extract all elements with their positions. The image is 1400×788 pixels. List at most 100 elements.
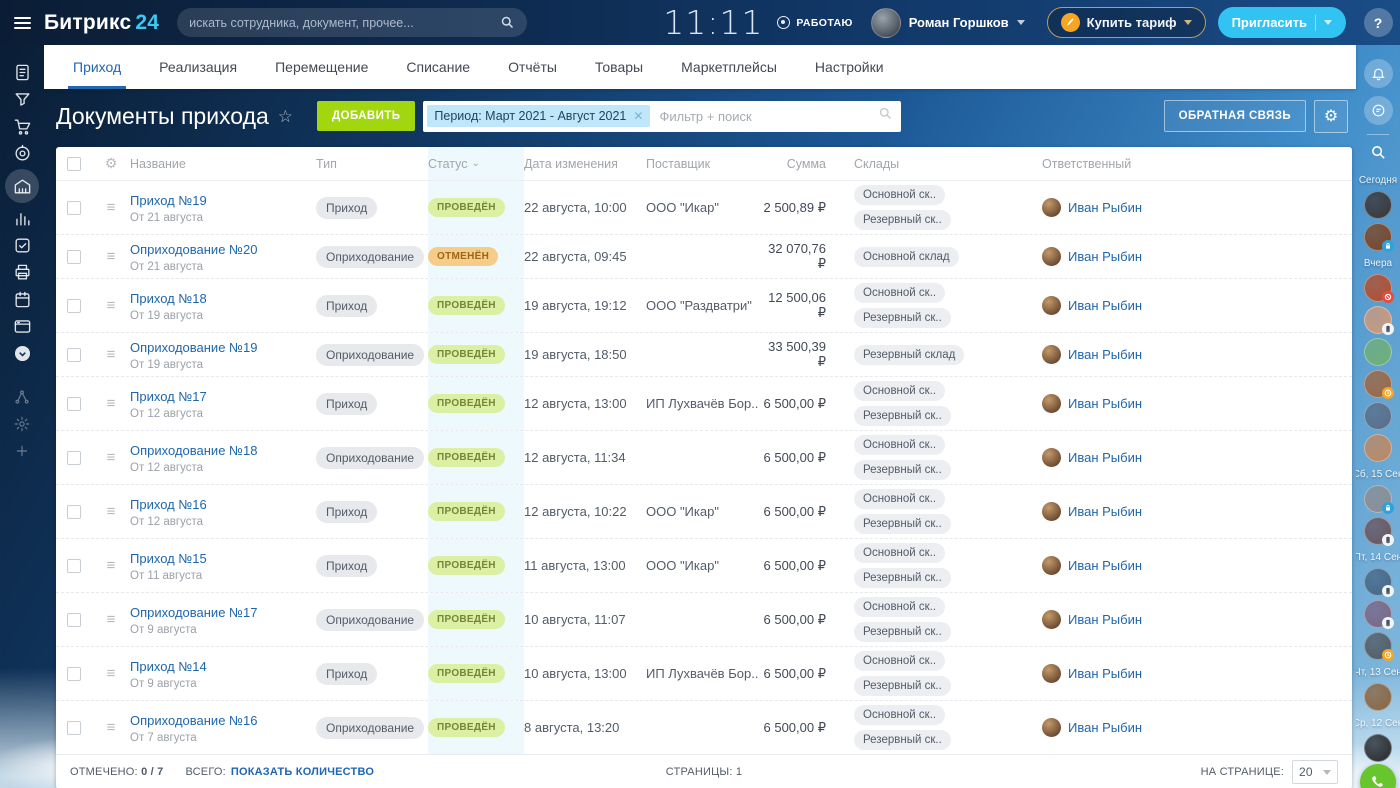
invite-button[interactable]: Пригласить xyxy=(1217,7,1346,38)
tab-6[interactable]: Товары xyxy=(594,59,644,75)
row-checkbox[interactable] xyxy=(67,200,81,215)
contact-avatar[interactable] xyxy=(1364,600,1394,629)
table-row[interactable]: ≡ Оприходование №17 От 9 августа Оприход… xyxy=(56,593,1352,647)
row-checkbox[interactable] xyxy=(67,396,81,411)
row-checkbox[interactable] xyxy=(67,298,81,313)
settings-gear-button[interactable]: ⚙ xyxy=(1314,99,1348,133)
show-count-link[interactable]: ПОКАЗАТЬ КОЛИЧЕСТВО xyxy=(230,766,375,778)
tab-3[interactable]: Перемещение xyxy=(275,59,369,75)
sidebar-item-network-icon[interactable] xyxy=(5,383,39,410)
column-header-name[interactable]: Название xyxy=(130,156,186,171)
column-header-sum[interactable]: Сумма xyxy=(786,156,826,171)
table-row[interactable]: ≡ Приход №18 От 19 августа Приход ПРОВЕД… xyxy=(56,279,1352,333)
contact-avatar[interactable] xyxy=(1364,306,1394,335)
column-header-warehouses[interactable]: Склады xyxy=(854,156,900,171)
row-checkbox[interactable] xyxy=(67,504,81,519)
sidebar-item-printer-icon[interactable] xyxy=(5,259,39,286)
sidebar-item-feed-icon[interactable] xyxy=(5,59,39,86)
tab-4[interactable]: Списание xyxy=(406,59,471,75)
table-row[interactable]: ≡ Оприходование №16 От 7 августа Оприход… xyxy=(56,701,1352,754)
document-link[interactable]: Приход №16 xyxy=(130,496,207,512)
contact-avatar[interactable] xyxy=(1364,734,1392,762)
responsible-link[interactable]: Иван Рыбин xyxy=(1068,612,1143,627)
sidebar-search-icon[interactable] xyxy=(1370,144,1387,166)
document-link[interactable]: Оприходование №20 xyxy=(130,241,258,257)
tab-1[interactable]: Приход xyxy=(54,45,140,89)
column-header-status[interactable]: Статус ⌄ xyxy=(428,147,524,180)
favorite-star-icon[interactable]: ☆ xyxy=(277,107,294,126)
document-link[interactable]: Приход №15 xyxy=(130,550,207,566)
feedback-button[interactable]: ОБРАТНАЯ СВЯЗЬ xyxy=(1163,100,1306,132)
row-checkbox[interactable] xyxy=(67,666,81,681)
responsible-link[interactable]: Иван Рыбин xyxy=(1068,249,1143,264)
responsible-link[interactable]: Иван Рыбин xyxy=(1068,298,1143,313)
row-checkbox[interactable] xyxy=(67,450,81,465)
work-status[interactable]: РАБОТАЮ xyxy=(777,16,852,29)
table-row[interactable]: ≡ Приход №19 От 21 августа Приход ПРОВЕД… xyxy=(56,181,1352,235)
contact-avatar[interactable] xyxy=(1364,223,1394,252)
contact-avatar[interactable] xyxy=(1364,370,1394,399)
sidebar-item-chart-icon[interactable] xyxy=(5,205,39,232)
contact-avatar[interactable] xyxy=(1364,632,1394,661)
table-row[interactable]: ≡ Приход №16 От 12 августа Приход ПРОВЕД… xyxy=(56,485,1352,539)
responsible-link[interactable]: Иван Рыбин xyxy=(1068,200,1143,215)
contact-avatar[interactable] xyxy=(1364,191,1392,219)
contact-avatar[interactable] xyxy=(1364,274,1394,303)
sidebar-item-browser-icon[interactable] xyxy=(5,313,39,340)
contact-avatar[interactable] xyxy=(1364,338,1392,366)
row-menu-handle[interactable]: ≡ xyxy=(106,557,116,574)
sidebar-item-tasks-icon[interactable] xyxy=(5,232,39,259)
sidebar-item-cart-icon[interactable] xyxy=(5,113,39,140)
row-menu-handle[interactable]: ≡ xyxy=(106,199,116,216)
row-menu-handle[interactable]: ≡ xyxy=(106,297,116,314)
sidebar-item-chevron-circle-icon[interactable] xyxy=(5,340,39,367)
sidebar-item-gear-icon[interactable] xyxy=(5,410,39,437)
global-search-input[interactable]: искать сотрудника, документ, прочее... xyxy=(177,8,528,37)
document-link[interactable]: Оприходование №17 xyxy=(130,604,258,620)
table-row[interactable]: ≡ Приход №15 От 11 августа Приход ПРОВЕД… xyxy=(56,539,1352,593)
document-link[interactable]: Оприходование №19 xyxy=(130,339,258,355)
tab-5[interactable]: Отчёты xyxy=(508,59,557,75)
row-checkbox[interactable] xyxy=(67,249,81,264)
contact-avatar[interactable] xyxy=(1364,568,1394,597)
responsible-link[interactable]: Иван Рыбин xyxy=(1068,450,1143,465)
row-menu-handle[interactable]: ≡ xyxy=(106,449,116,466)
table-row[interactable]: ≡ Оприходование №20 От 21 августа Оприхо… xyxy=(56,235,1352,279)
contact-avatar[interactable] xyxy=(1364,485,1394,514)
document-link[interactable]: Приход №14 xyxy=(130,658,207,674)
row-menu-handle[interactable]: ≡ xyxy=(106,395,116,412)
per-page-select[interactable]: 20 xyxy=(1292,760,1338,784)
add-button[interactable]: ДОБАВИТЬ xyxy=(317,101,416,131)
column-header-modified[interactable]: Дата изменения xyxy=(524,156,618,171)
contact-avatar[interactable] xyxy=(1364,402,1392,430)
table-row[interactable]: ≡ Оприходование №19 От 19 августа Оприхо… xyxy=(56,333,1352,377)
table-row[interactable]: ≡ Приход №14 От 9 августа Приход ПРОВЕДЁ… xyxy=(56,647,1352,701)
document-link[interactable]: Оприходование №18 xyxy=(130,442,258,458)
menu-hamburger-icon[interactable] xyxy=(0,16,44,29)
column-header-responsible[interactable]: Ответственный xyxy=(1042,156,1132,171)
close-icon[interactable]: ✕ xyxy=(633,109,644,123)
responsible-link[interactable]: Иван Рыбин xyxy=(1068,558,1143,573)
tab-7[interactable]: Маркетплейсы xyxy=(681,59,777,75)
sidebar-item-target-icon[interactable] xyxy=(5,140,39,167)
row-checkbox[interactable] xyxy=(67,612,81,627)
table-settings-gear-icon[interactable]: ⚙ xyxy=(104,155,118,171)
document-link[interactable]: Приход №19 xyxy=(130,192,207,208)
row-menu-handle[interactable]: ≡ xyxy=(106,248,116,265)
tab-2[interactable]: Реализация xyxy=(159,59,238,75)
select-all-checkbox[interactable] xyxy=(67,156,81,171)
bitrix24-logo[interactable]: Битрикс 24 xyxy=(44,10,160,34)
responsible-link[interactable]: Иван Рыбин xyxy=(1068,720,1143,735)
row-checkbox[interactable] xyxy=(67,720,81,735)
row-checkbox[interactable] xyxy=(67,347,81,362)
filter-search-input[interactable]: Период: Март 2021 - Август 2021 ✕ Фильтр… xyxy=(423,100,902,132)
row-checkbox[interactable] xyxy=(67,558,81,573)
contact-avatar[interactable] xyxy=(1364,683,1392,711)
tab-8[interactable]: Настройки xyxy=(814,59,884,75)
responsible-link[interactable]: Иван Рыбин xyxy=(1068,396,1143,411)
contact-avatar[interactable] xyxy=(1364,517,1394,546)
contact-avatar[interactable] xyxy=(1364,434,1392,462)
notifications-bell-icon[interactable] xyxy=(1363,59,1393,88)
responsible-link[interactable]: Иван Рыбин xyxy=(1068,666,1143,681)
responsible-link[interactable]: Иван Рыбин xyxy=(1068,347,1143,362)
